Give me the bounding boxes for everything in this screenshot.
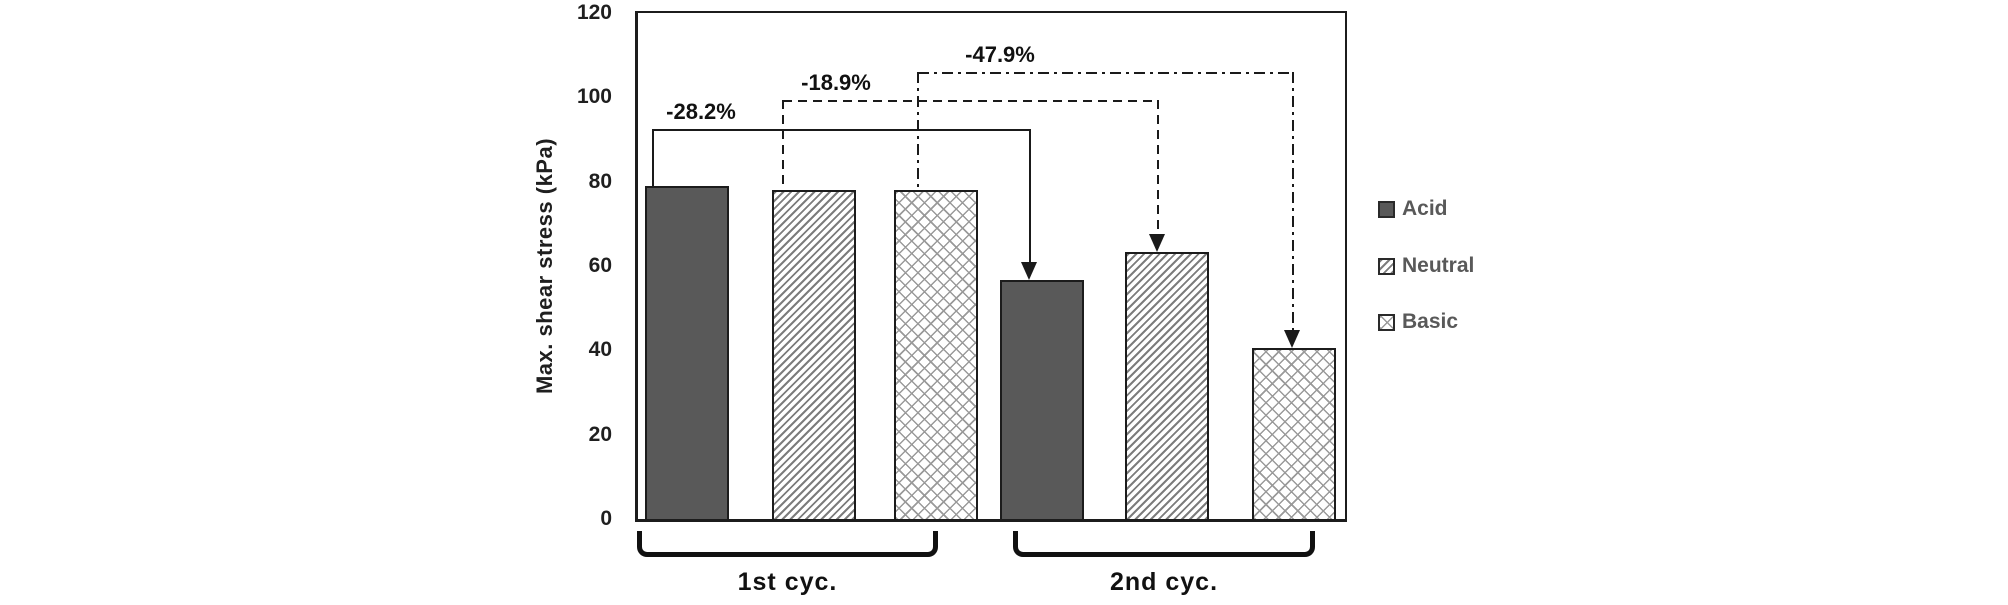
group-bracket-1st-cyc: [637, 531, 938, 557]
annotation-line-basic: [917, 72, 919, 191]
bar-acid-1st-cyc: [645, 185, 729, 521]
y-tick-label: 20: [588, 422, 612, 446]
arrowhead-down-icon: [1149, 234, 1165, 253]
bar-acid-2nd-cyc: [1000, 279, 1084, 521]
arrowhead-down-icon: [1021, 261, 1037, 280]
annotation-line-acid: [1029, 129, 1031, 266]
legend-swatch-basic-icon: [1378, 313, 1395, 331]
legend-label-neutral: Neutral: [1402, 254, 1475, 277]
annotation-label-basic: -47.9%: [965, 42, 1035, 67]
y-tick-label: 100: [576, 85, 612, 109]
annotation-label-neutral: -18.9%: [801, 70, 871, 95]
annotation-line-basic: [918, 72, 1294, 74]
group-bracket-2nd-cyc: [1013, 531, 1315, 557]
legend-item-basic: Basic: [1378, 310, 1459, 333]
x-group-label-1st-cyc: 1st cyc.: [737, 568, 838, 596]
legend-swatch-neutral-icon: [1378, 257, 1395, 275]
bar-neutral-2nd-cyc: [1125, 252, 1209, 521]
annotation-line-neutral: [1157, 100, 1159, 239]
x-group-label-2nd-cyc: 2nd cyc.: [1109, 568, 1219, 596]
annotation-line-acid: [653, 129, 1031, 131]
legend-label-basic: Basic: [1402, 310, 1459, 333]
y-tick-label: 60: [588, 254, 612, 277]
y-tick-label: 120: [576, 1, 612, 24]
y-tick-label: 0: [600, 507, 612, 530]
annotation-line-basic: [1292, 72, 1294, 334]
annotation-line-neutral: [782, 100, 784, 191]
legend-item-neutral: Neutral: [1378, 254, 1475, 277]
legend-swatch-acid-icon: [1378, 200, 1395, 218]
annotation-line-acid: [652, 129, 654, 186]
legend-label-acid: Acid: [1402, 197, 1448, 220]
bar-neutral-1st-cyc: [772, 190, 856, 521]
arrowhead-down-icon: [1284, 329, 1300, 348]
y-tick-label: 40: [588, 338, 612, 362]
y-tick-label: 80: [588, 169, 612, 193]
plot-area: [635, 11, 1347, 522]
annotation-label-acid: -28.2%: [666, 99, 736, 124]
bar-basic-2nd-cyc: [1252, 347, 1336, 521]
bar-basic-1st-cyc: [894, 190, 978, 521]
annotation-line-neutral: [783, 100, 1159, 102]
legend-item-acid: Acid: [1378, 197, 1448, 220]
